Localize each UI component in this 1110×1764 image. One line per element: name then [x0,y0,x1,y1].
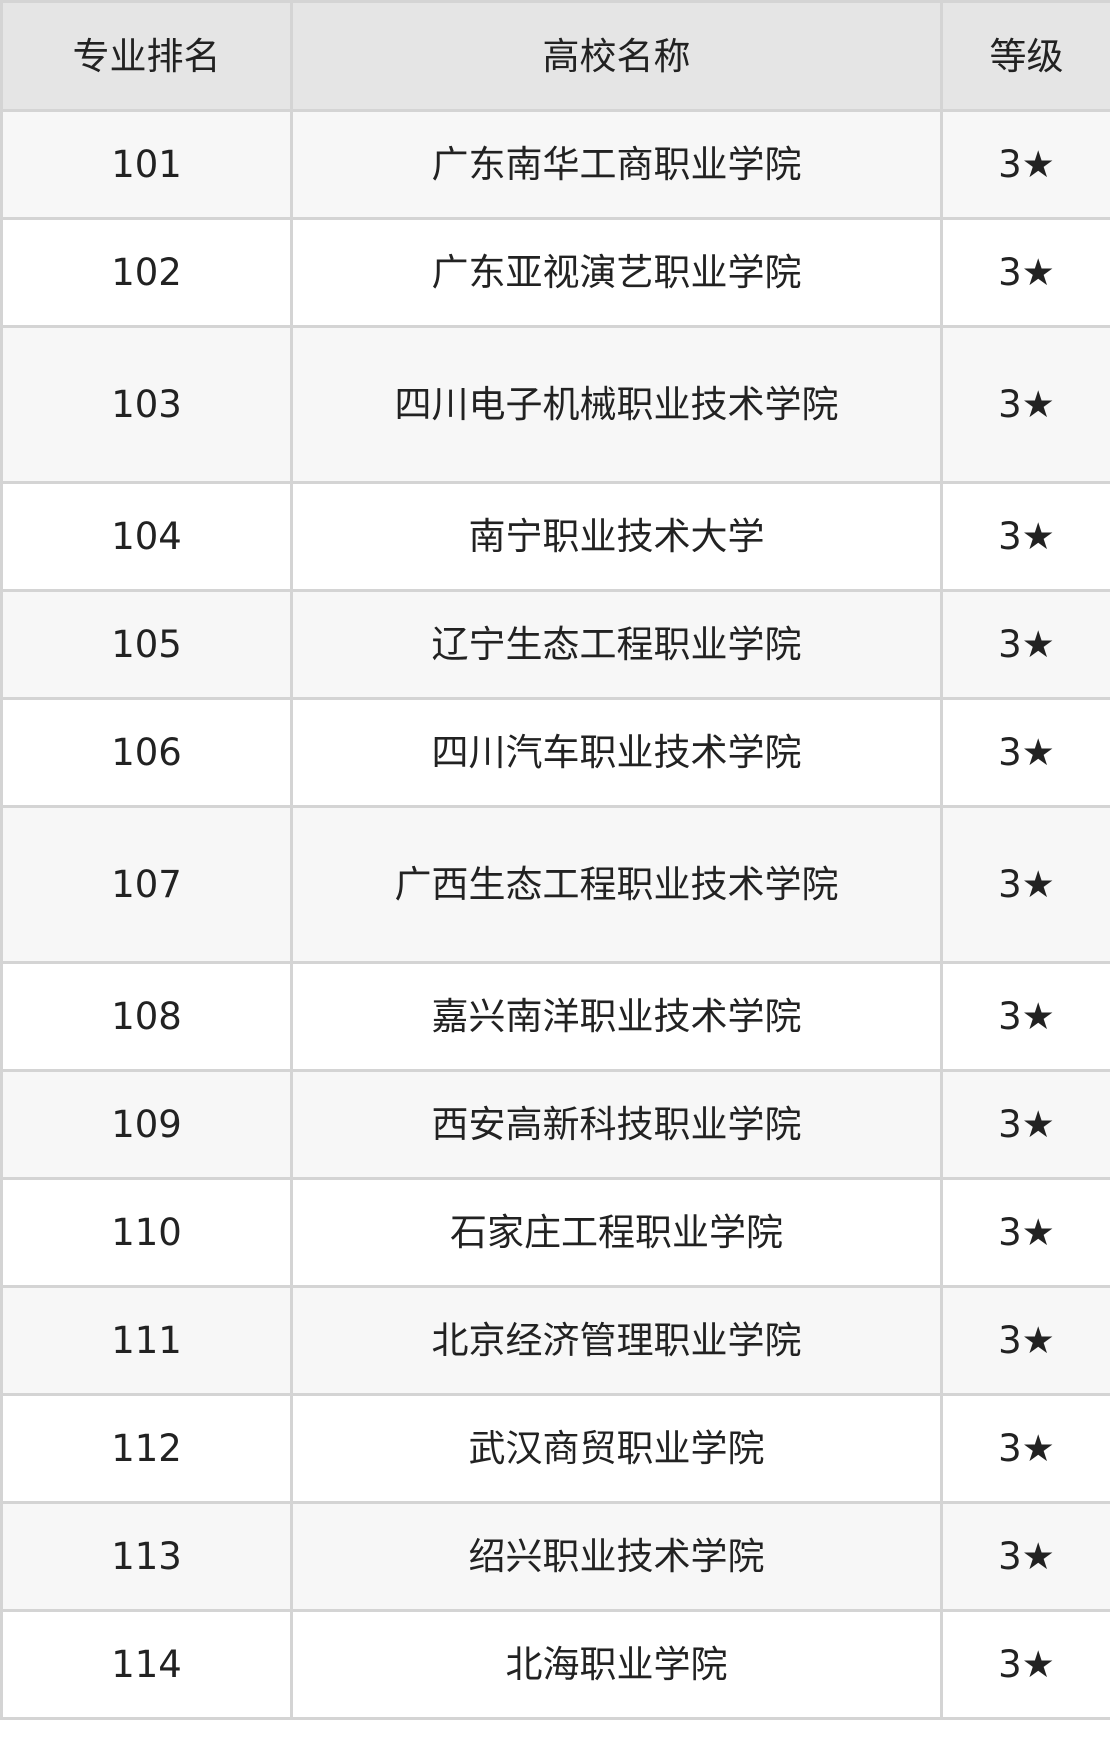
rank-cell: 106 [0,697,293,808]
school-name-cell: 辽宁生态工程职业学院 [290,589,943,700]
grade-cell: 3★ [940,1609,1110,1720]
header-rank: 专业排名 [0,0,293,112]
grade-cell: 3★ [940,805,1110,964]
header-school: 高校名称 [290,0,943,112]
table-row: 101 广东南华工商职业学院 3★ [0,109,1110,220]
rank-cell: 113 [0,1501,293,1612]
rank-cell: 108 [0,961,293,1072]
school-name-cell: 绍兴职业技术学院 [290,1501,943,1612]
rank-cell: 110 [0,1177,293,1288]
school-name-cell: 四川汽车职业技术学院 [290,697,943,808]
school-name-cell: 西安高新科技职业学院 [290,1069,943,1180]
school-name-cell: 石家庄工程职业学院 [290,1177,943,1288]
rank-cell: 103 [0,325,293,484]
school-name-cell: 北京经济管理职业学院 [290,1285,943,1396]
grade-cell: 3★ [940,1177,1110,1288]
school-name-cell: 四川电子机械职业技术学院 [290,325,943,484]
grade-cell: 3★ [940,1069,1110,1180]
table-row: 108 嘉兴南洋职业技术学院 3★ [0,961,1110,1072]
grade-cell: 3★ [940,217,1110,328]
grade-cell: 3★ [940,961,1110,1072]
grade-cell: 3★ [940,1393,1110,1504]
school-name-cell: 广西生态工程职业技术学院 [290,805,943,964]
table-row: 109 西安高新科技职业学院 3★ [0,1069,1110,1180]
school-name-cell: 广东亚视演艺职业学院 [290,217,943,328]
school-name-cell: 嘉兴南洋职业技术学院 [290,961,943,1072]
school-name-cell: 武汉商贸职业学院 [290,1393,943,1504]
rank-cell: 102 [0,217,293,328]
table-row: 107 广西生态工程职业技术学院 3★ [0,805,1110,964]
school-name-cell: 北海职业学院 [290,1609,943,1720]
grade-cell: 3★ [940,1285,1110,1396]
school-name-cell: 南宁职业技术大学 [290,481,943,592]
grade-cell: 3★ [940,1501,1110,1612]
rank-cell: 109 [0,1069,293,1180]
grade-cell: 3★ [940,697,1110,808]
table-row: 114 北海职业学院 3★ [0,1609,1110,1720]
table-row: 106 四川汽车职业技术学院 3★ [0,697,1110,808]
table-row: 110 石家庄工程职业学院 3★ [0,1177,1110,1288]
table-row: 112 武汉商贸职业学院 3★ [0,1393,1110,1504]
rank-cell: 107 [0,805,293,964]
rank-cell: 111 [0,1285,293,1396]
header-grade: 等级 [940,0,1110,112]
school-name-cell: 广东南华工商职业学院 [290,109,943,220]
table-row: 113 绍兴职业技术学院 3★ [0,1501,1110,1612]
table-row: 111 北京经济管理职业学院 3★ [0,1285,1110,1396]
table-row: 103 四川电子机械职业技术学院 3★ [0,325,1110,484]
grade-cell: 3★ [940,109,1110,220]
table-row: 104 南宁职业技术大学 3★ [0,481,1110,592]
rank-cell: 114 [0,1609,293,1720]
table-row: 102 广东亚视演艺职业学院 3★ [0,217,1110,328]
rank-cell: 104 [0,481,293,592]
grade-cell: 3★ [940,589,1110,700]
rank-cell: 101 [0,109,293,220]
grade-cell: 3★ [940,481,1110,592]
header-row: 专业排名 高校名称 等级 [0,0,1110,112]
ranking-table: 专业排名 高校名称 等级 101 广东南华工商职业学院 3★ 102 广东亚视演艺职业学… [0,0,1110,1720]
rank-cell: 105 [0,589,293,700]
grade-cell: 3★ [940,325,1110,484]
table-row: 105 辽宁生态工程职业学院 3★ [0,589,1110,700]
rank-cell: 112 [0,1393,293,1504]
